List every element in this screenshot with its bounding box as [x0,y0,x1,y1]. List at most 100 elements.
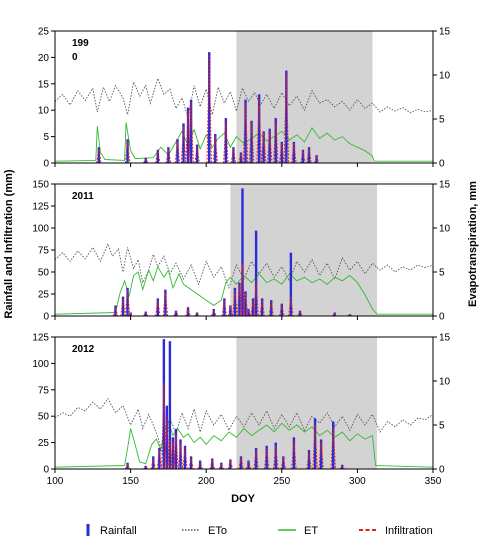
infiltration-spike [182,447,188,470]
rainfall-bar [280,141,283,163]
rainfall-bar [285,70,288,163]
rainfall-bar [167,147,170,163]
right-tick-label: 15 [439,180,451,191]
infiltration-spike [165,148,172,164]
rainfall-bar [208,52,211,164]
legend-label-eto: ETo [208,525,227,537]
infiltration-spike [259,300,265,317]
infiltration-spike [238,457,244,470]
infiltration-spike [194,146,200,164]
legend-label-rainfall: Rainfall [100,525,137,537]
rainfall-bar [307,449,311,469]
infiltration-spike [112,307,119,317]
infiltration-spike [230,148,237,164]
infiltration-spike [174,140,181,164]
rainfall-bar [195,144,199,163]
rainfall-bar [257,94,261,163]
infiltration-spike [312,424,318,470]
infiltration-spike [256,96,262,164]
left-tick-label: 150 [32,180,49,191]
infiltration-spike [124,140,131,164]
rainfall-bar [114,305,117,316]
left-tick-label: 20 [38,53,50,64]
right-tick-label: 15 [439,27,451,38]
infiltration-spike [297,310,303,317]
rainfall-bar [229,459,232,469]
infiltration-spike [177,443,184,470]
left-tick-label: 75 [38,246,50,257]
rainfall-bar [144,311,147,316]
infiltration-spike [188,458,194,470]
rainfall-bar [220,462,223,469]
x-axis-label: DOY [231,493,256,505]
rainfall-bar [239,456,243,469]
left-tick-label: 50 [38,412,50,423]
x-tick-label: 100 [47,476,64,487]
chart-legend: Rainfall ETo ET Infiltration [86,524,433,537]
infiltration-spike [156,449,163,470]
infiltration-spike [267,130,273,164]
legend-label-et: ET [304,525,318,537]
x-tick-label: 150 [122,476,139,487]
legend-item-infiltration: Infiltration [359,525,433,537]
rainfall-bar [129,312,132,316]
left-tick-label: 100 [32,359,49,370]
infiltration-spike [221,300,228,317]
rainfall-bar [238,282,241,316]
infiltration-spike [218,462,224,470]
panel-2: 0 25 50 75 100 125 150 0 5 10 15 2011 [32,180,450,323]
infiltration-spike [260,132,267,164]
panel-frame [54,30,434,164]
infiltration-spike [96,148,102,164]
infiltration-spike [124,462,131,470]
infiltration-spike [279,304,285,317]
infiltration-spike [253,280,259,317]
legend-label-infiltration: Infiltration [385,525,433,537]
rainfall-bar [313,418,317,469]
rainfall-bar [195,312,199,316]
right-tick-label: 5 [439,268,445,279]
rainfall-bar [270,300,273,316]
et-line [54,265,433,315]
rainfall-bar [164,289,167,316]
rainfall-bar [186,107,190,163]
infiltration-spike [347,313,353,317]
right-tick-label: 15 [439,333,451,344]
rainfall-bar [315,155,318,163]
rainfall-bar [247,308,250,316]
rainfall-bar [186,307,190,316]
right-tick-label: 10 [439,71,451,82]
rainfall-bar [189,99,193,163]
infiltration-spike [143,157,149,164]
infiltration-spike [330,426,336,470]
infiltration-spike [306,148,312,164]
rainfall-bar [171,437,175,469]
rainfall-bar [280,303,283,316]
rainfall-bar [126,462,129,469]
et-line [54,420,434,468]
rainfall-bar [348,314,352,316]
left-tick-label: 10 [38,106,50,117]
infiltration-spike [155,300,161,317]
x-tick-label: 300 [349,476,366,487]
infiltration-spike [162,291,169,317]
infiltration-spike [288,296,294,317]
rainfall-bar [241,188,244,316]
infiltration-spike [242,293,249,317]
rainfall-bar [152,456,155,469]
infiltration-spike [248,121,255,164]
left-axis-label: Rainfall and Infiltration (mm) [3,169,15,318]
rainfall-bar [174,310,178,316]
eto-line [54,397,434,459]
rainfall-bar [174,428,178,469]
rainfall-bar [251,298,255,316]
rainfall-bar [274,442,277,469]
infiltration-spike [180,126,187,164]
x-tick-label: 350 [425,476,442,487]
rainfall-bar [244,99,247,163]
rainfall-bar [292,437,296,469]
rainfall-bar [179,439,182,469]
left-tick-label: 0 [43,465,49,476]
left-tick-label: 75 [38,385,50,396]
